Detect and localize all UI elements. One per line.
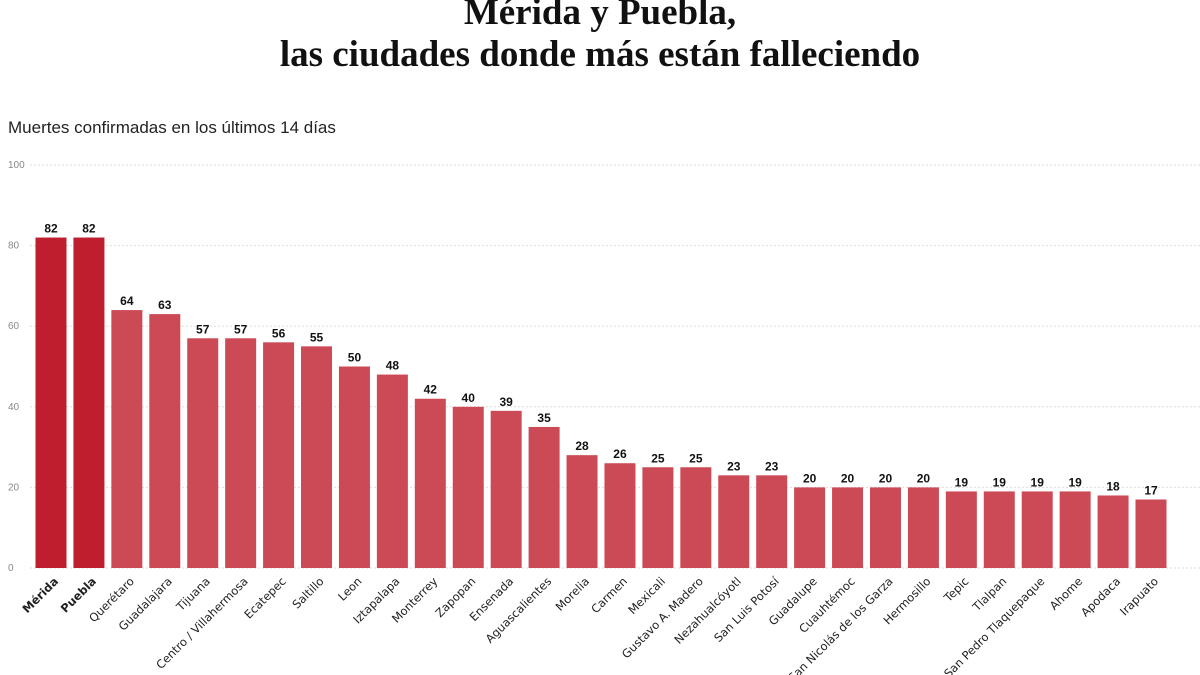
y-tick-label: 40 <box>8 402 20 413</box>
data-label: 25 <box>689 451 703 465</box>
bar <box>187 338 219 568</box>
x-tick-label: Tepic <box>940 574 971 605</box>
bar <box>414 398 446 568</box>
bar <box>490 410 522 568</box>
bar <box>680 467 712 568</box>
x-tick-label: Irapuato <box>1117 574 1161 618</box>
data-label: 63 <box>158 298 172 312</box>
x-tick-label: Saltillo <box>289 574 326 611</box>
bar <box>604 463 636 568</box>
data-label: 48 <box>386 359 400 373</box>
x-tick-label: Nezahualcóyotl <box>671 574 743 646</box>
bar <box>642 467 674 568</box>
data-label: 18 <box>1106 479 1120 493</box>
title-line-1: Mérida y Puebla, <box>463 0 737 33</box>
data-label: 17 <box>1144 483 1158 497</box>
data-label: 57 <box>196 322 210 336</box>
x-tick-label: Carmen <box>588 574 630 616</box>
bar <box>832 487 864 568</box>
bar <box>1135 499 1167 568</box>
x-tick-label: Morelia <box>553 574 593 614</box>
data-label: 35 <box>537 411 551 425</box>
y-tick-label: 80 <box>8 241 20 252</box>
data-label: 23 <box>727 459 741 473</box>
bar <box>566 455 598 568</box>
data-label: 64 <box>120 294 134 308</box>
y-tick-label: 0 <box>8 563 14 574</box>
data-label: 39 <box>499 395 513 409</box>
bar <box>869 487 901 568</box>
data-label: 20 <box>841 471 855 485</box>
data-label: 25 <box>651 451 665 465</box>
data-label: 28 <box>575 439 589 453</box>
bar <box>301 346 333 568</box>
data-label: 20 <box>803 471 817 485</box>
data-label: 40 <box>462 391 476 405</box>
bar <box>225 338 257 568</box>
x-tick-label: Aguascalientes <box>483 574 555 646</box>
data-label: 20 <box>879 471 893 485</box>
data-label: 23 <box>765 459 779 473</box>
bar <box>1097 495 1129 568</box>
bar <box>718 475 750 568</box>
bar <box>1059 491 1091 568</box>
data-label: 82 <box>44 222 58 236</box>
data-label: 19 <box>955 475 969 489</box>
bar <box>376 374 408 568</box>
bar <box>528 426 560 568</box>
y-tick-label: 60 <box>8 321 20 332</box>
bar <box>794 487 826 568</box>
bar <box>907 487 939 568</box>
data-label: 19 <box>1068 475 1082 489</box>
bar <box>945 491 977 568</box>
data-label: 20 <box>917 471 931 485</box>
bar <box>983 491 1015 568</box>
bar <box>111 310 143 568</box>
data-label: 42 <box>424 383 438 397</box>
data-label: 26 <box>613 447 627 461</box>
bar <box>263 342 295 568</box>
data-label: 19 <box>993 475 1007 489</box>
data-label: 50 <box>348 351 362 365</box>
bar <box>756 475 788 568</box>
data-label: 56 <box>272 326 286 340</box>
x-tick-label: Leon <box>335 574 364 603</box>
title-line-2: las ciudades donde más están falleciendo <box>279 34 921 75</box>
bar <box>452 406 484 568</box>
chart-subtitle: Muertes confirmadas en los últimos 14 dí… <box>8 118 336 137</box>
bar <box>338 366 370 568</box>
y-tick-label: 100 <box>8 160 25 171</box>
bar <box>1021 491 1053 568</box>
data-label: 82 <box>82 222 96 236</box>
data-label: 57 <box>234 322 248 336</box>
x-tick-label: Mérida <box>20 574 62 616</box>
bar <box>149 314 181 568</box>
chart-title: Mérida y Puebla, las ciudades donde más e… <box>0 0 1200 76</box>
x-tick-label: San Luis Potosí <box>711 574 782 645</box>
bar <box>35 237 67 569</box>
data-label: 19 <box>1031 475 1045 489</box>
y-tick-label: 20 <box>8 482 20 493</box>
data-label: 55 <box>310 330 324 344</box>
x-tick-label: Apodaca <box>1078 574 1123 619</box>
bar <box>73 237 105 569</box>
x-tick-label: Ecatepec <box>241 574 288 621</box>
